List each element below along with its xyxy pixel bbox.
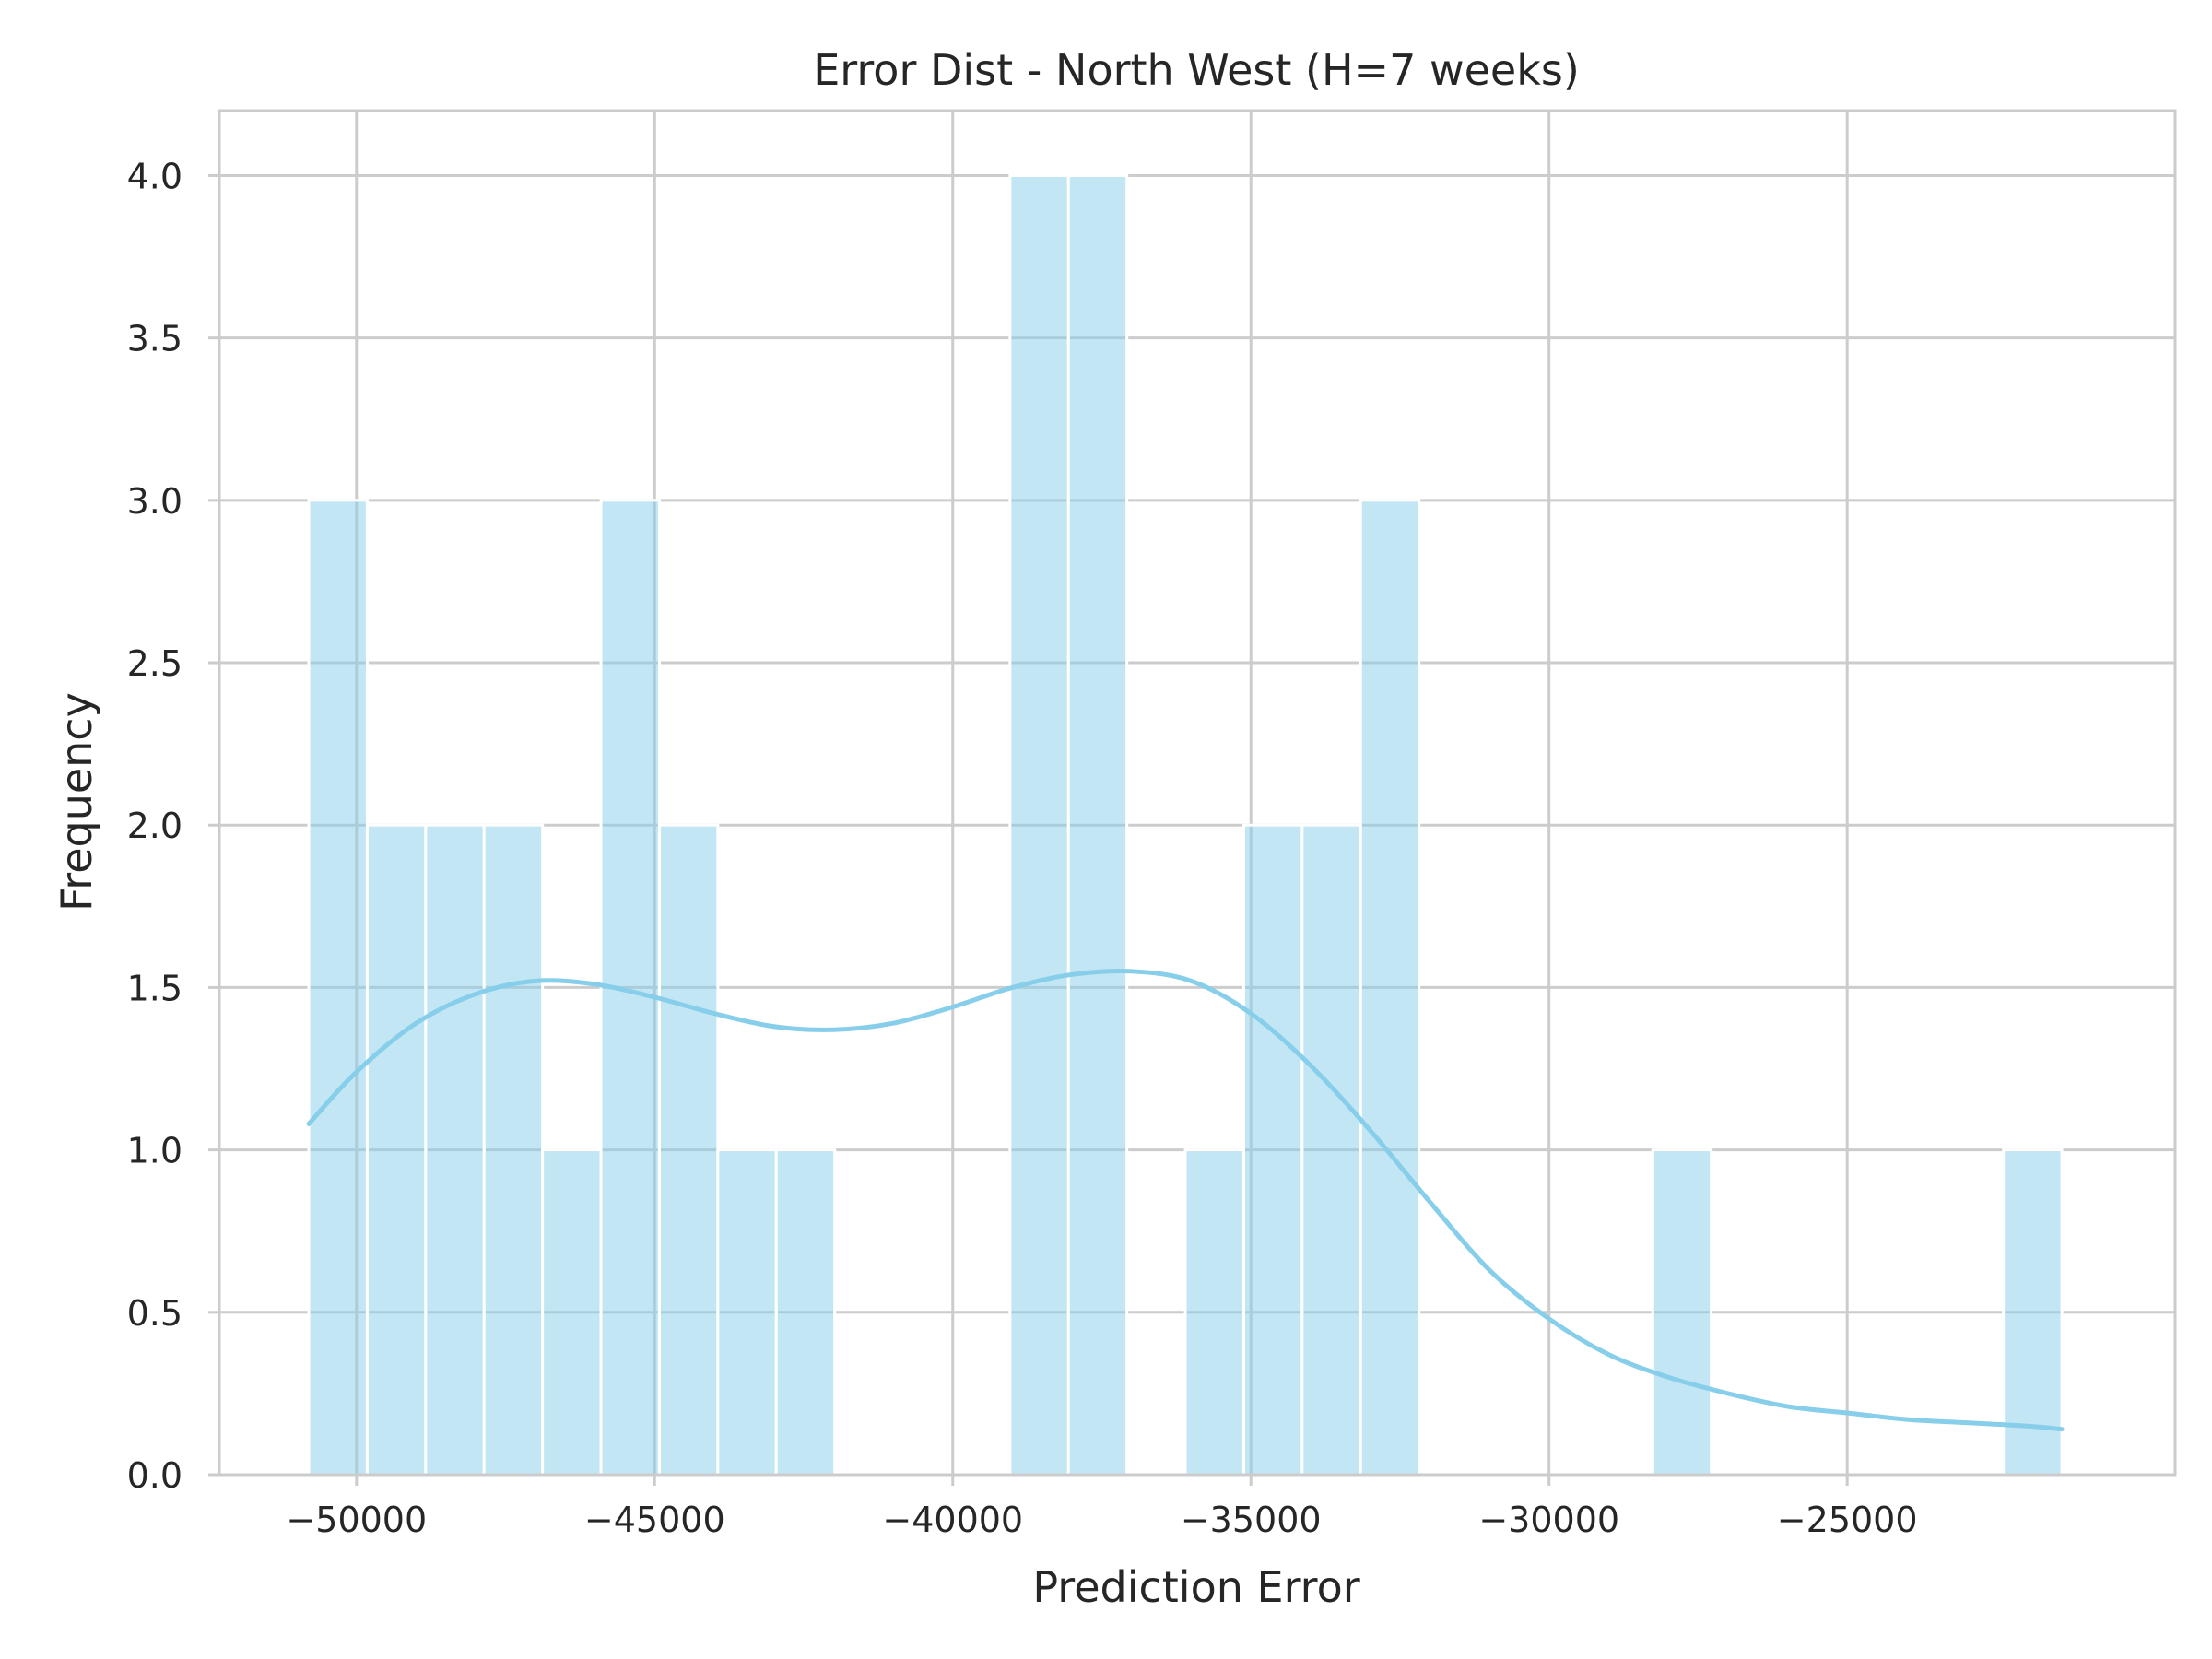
histogram-bar	[716, 1148, 778, 1477]
y-tick-label: 3.0	[127, 481, 182, 522]
y-tick-label: 0.5	[127, 1293, 182, 1334]
x-tick-label: −25000	[1777, 1500, 1918, 1540]
histogram-bar	[1066, 173, 1129, 1477]
histogram-bar	[482, 823, 545, 1477]
histogram-bar	[1651, 1148, 1713, 1477]
x-axis-label: Prediction Error	[1032, 1562, 1359, 1612]
histogram-bar	[365, 823, 428, 1477]
y-axis-label: Frequency	[52, 692, 101, 912]
histogram-bar	[1359, 499, 1421, 1477]
histogram-bars	[307, 173, 2064, 1477]
y-tick-label: 4.0	[127, 156, 182, 196]
kde-curve-group	[306, 968, 2065, 1432]
y-tick-label: 2.5	[127, 643, 182, 684]
y-axis-ticks: 0.0 0.5 1.0 1.5 2.0 2.5 3.0 3.5 4.0	[127, 156, 219, 1496]
x-axis-ticks: −50000 −45000 −40000 −35000 −30000 −25000	[286, 1475, 1918, 1540]
x-tick-label: −35000	[1181, 1500, 1322, 1540]
histogram-bar	[774, 1148, 837, 1477]
histogram-bar	[1300, 823, 1362, 1477]
histogram-bar	[541, 1148, 603, 1477]
x-tick-label: −30000	[1478, 1500, 1619, 1540]
x-tick-label: −40000	[882, 1500, 1023, 1540]
histogram-bar	[1241, 823, 1304, 1477]
plot-frame	[218, 109, 2177, 1477]
histogram-bar	[424, 823, 486, 1477]
histogram-bar	[2002, 1148, 2064, 1477]
x-tick-label: −50000	[286, 1500, 427, 1540]
y-tick-label: 1.5	[127, 968, 182, 1008]
histogram-bar	[1008, 173, 1070, 1477]
chart-title: Error Dist - North West (H=7 weeks)	[813, 45, 1580, 95]
histogram-bar	[1183, 1148, 1245, 1477]
x-tick-label: −45000	[584, 1500, 725, 1540]
y-tick-label: 1.0	[127, 1131, 182, 1171]
histogram-bar	[307, 499, 369, 1477]
y-tick-label: 3.5	[127, 319, 182, 359]
histogram-bar	[657, 823, 720, 1477]
kde-curve	[306, 968, 2065, 1432]
y-tick-label: 0.0	[127, 1455, 182, 1496]
y-tick-label: 2.0	[127, 806, 182, 846]
